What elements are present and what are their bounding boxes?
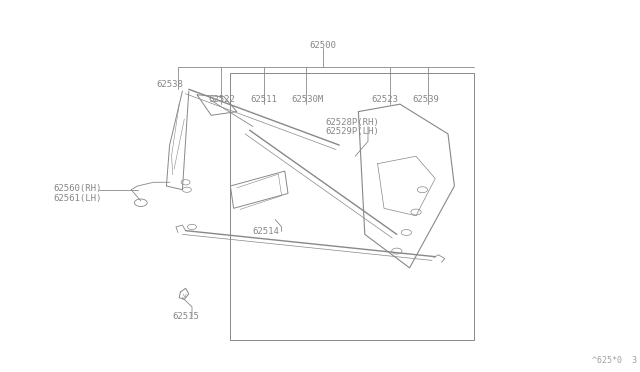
Text: 62515: 62515	[173, 312, 200, 321]
Text: 62523: 62523	[371, 95, 398, 104]
Text: 62528P(RH): 62528P(RH)	[325, 118, 379, 126]
Text: 62511: 62511	[250, 95, 277, 104]
Text: 62514: 62514	[253, 227, 280, 236]
Text: 62530M: 62530M	[291, 95, 323, 104]
Text: 62560(RH): 62560(RH)	[53, 185, 102, 193]
Text: ^625*0  3: ^625*0 3	[592, 356, 637, 365]
Text: 62500: 62500	[310, 41, 337, 50]
Bar	[230, 73, 474, 340]
Text: 62522: 62522	[208, 95, 235, 104]
Text: 62538: 62538	[157, 80, 184, 89]
Text: 62539: 62539	[413, 95, 440, 104]
Text: 62529P(LH): 62529P(LH)	[325, 127, 379, 136]
Text: 62561(LH): 62561(LH)	[53, 194, 102, 203]
